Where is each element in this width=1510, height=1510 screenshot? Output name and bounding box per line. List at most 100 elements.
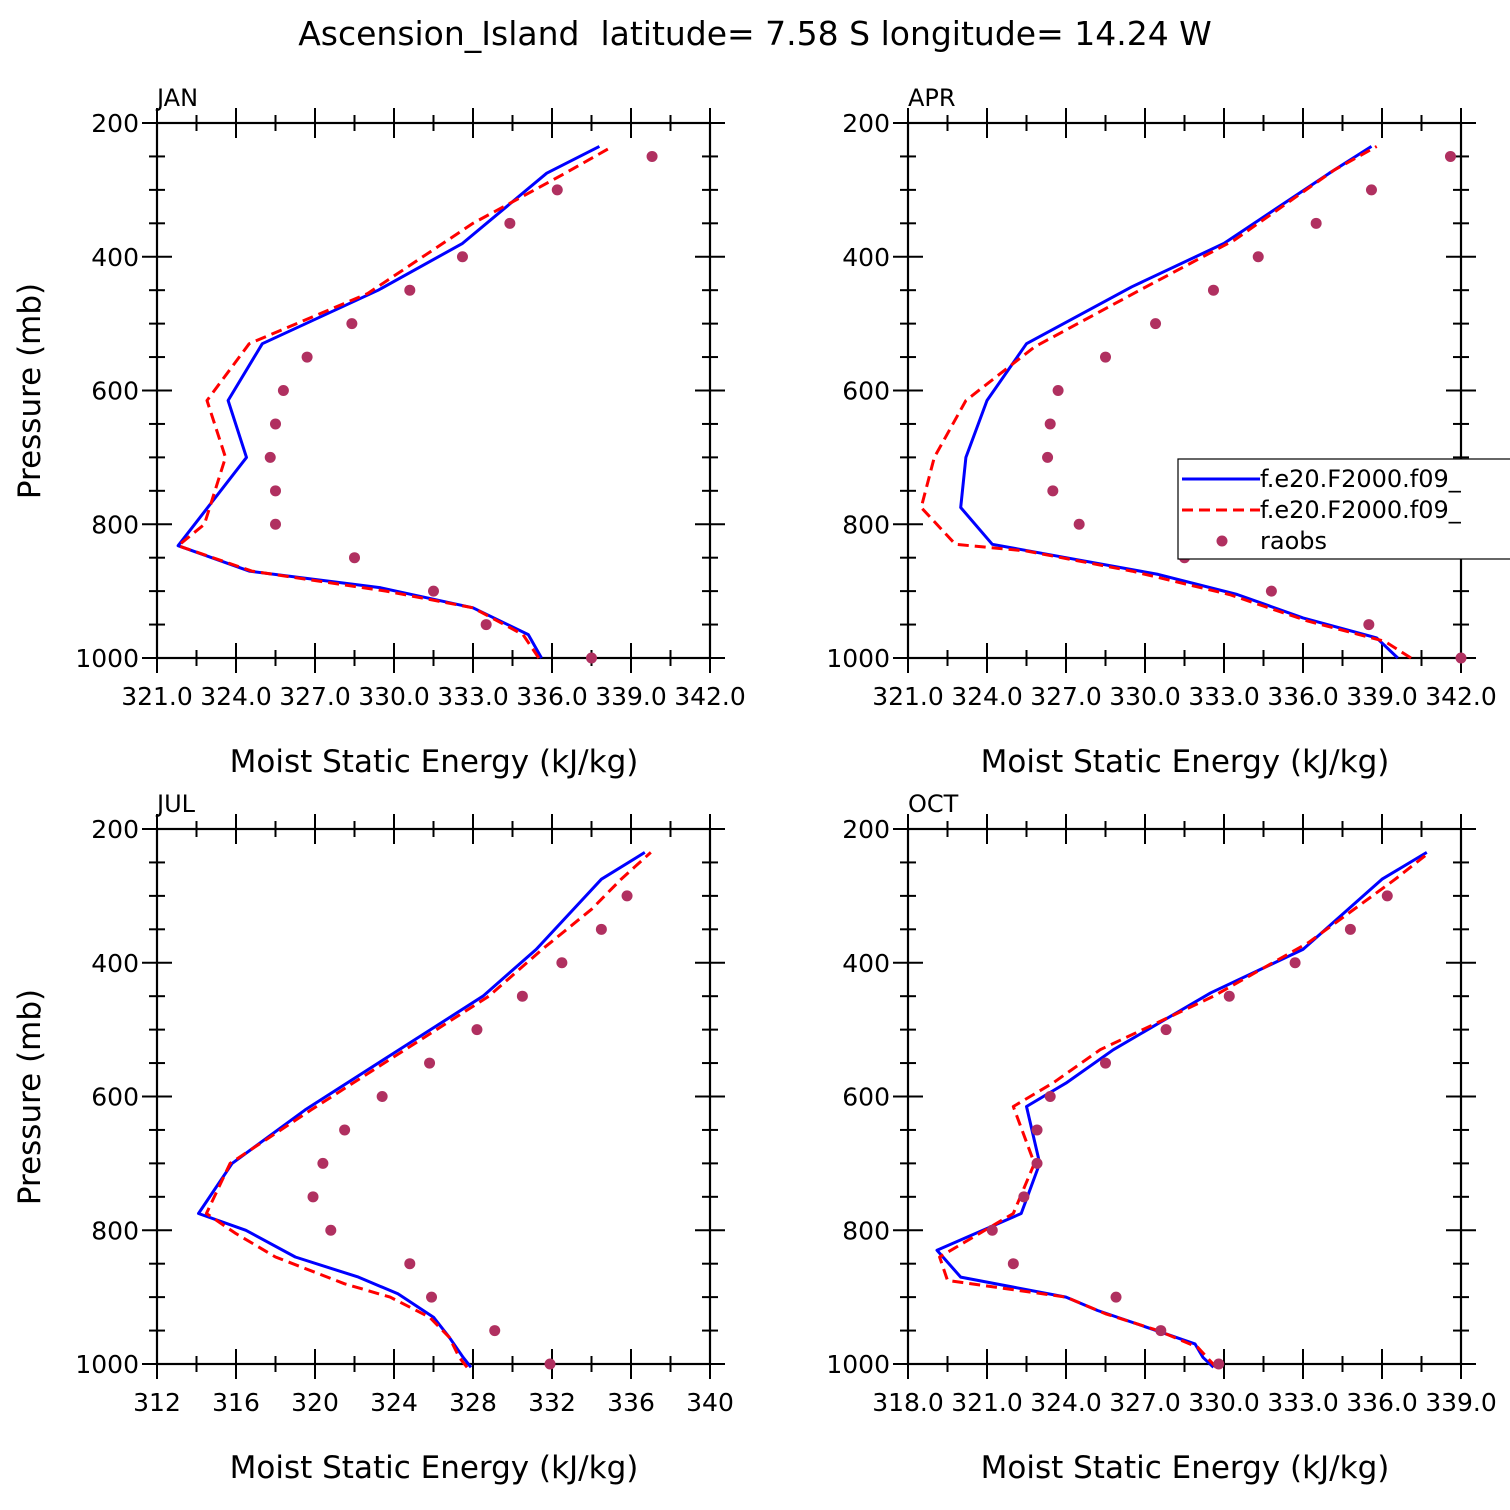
raobs-point [277,385,289,396]
raobs-point [1344,923,1356,935]
x-tick-label: 336.0 [1267,682,1339,711]
x-tick-label: 321.0 [872,682,944,711]
x-axis-label: Moist Static Energy (kJ/kg) [981,1450,1390,1486]
series-line-dashed [204,851,652,1369]
x-tick-label: 332 [528,1388,576,1417]
raobs-point [404,284,416,296]
panel-oct: OCT Moist Static Energy (kJ/kg) 200 400 60… [826,790,1496,1486]
y-tick-label: 1000 [826,1350,890,1379]
y-axis-label: Pressure (mb) [12,989,48,1205]
plot-area: 200 400 600 800 1000 318.0 321.0 324.0 327.0 330.… [826,814,1497,1417]
x-tick-label: 318.0 [872,1388,944,1417]
x-tick-label: 327.0 [1030,682,1102,711]
raobs-point [325,1224,337,1236]
y-axis-label: Pressure (mb) [12,283,48,499]
x-tick-label: 330.0 [1188,1388,1260,1417]
raobs-point [1044,1091,1056,1102]
raobs-point [1073,518,1085,530]
raobs-point [1044,418,1056,430]
x-tick-label: 342.0 [1425,682,1497,711]
y-tick-label: 1000 [75,644,139,673]
raobs-point [426,1291,438,1303]
raobs-point [456,251,468,263]
raobs-point [424,1057,436,1069]
raobs-point [544,1358,556,1370]
y-tick-label: 600 [91,377,139,406]
raobs-point [516,990,528,1002]
y-tick-label: 1000 [75,1350,139,1379]
raobs-point [621,890,633,902]
panel-jul: JUL Moist Static Energy (kJ/kg) Pressure… [12,790,734,1486]
x-tick-label: 336 [607,1388,655,1417]
raobs-point [1052,385,1064,396]
y-tick-label: 400 [842,949,890,978]
raobs-point [504,217,516,229]
legend: f.e20.F2000.f09_ f.e20.F2000.f09_ raobs [1177,458,1510,560]
raobs-point [1110,1291,1122,1303]
legend-label-dashed: f.e20.F2000.f09_ [1260,496,1462,524]
series-line-dashed [919,145,1412,660]
raobs-point [264,451,276,463]
raobs-point [1007,1258,1019,1270]
x-tick-label: 342.0 [674,682,746,711]
plot-area: 200 400 600 800 1000 321.0 324.0 327.0 330.0 333.… [75,108,746,711]
x-tick-label: 333.0 [1188,682,1260,711]
panel-label: APR [908,84,956,112]
raobs-point [1455,652,1467,664]
x-tick-label: 321.0 [121,682,193,711]
x-tick-label: 324.0 [951,682,1023,711]
series-line-solid [176,145,601,659]
raobs-point [1365,184,1377,196]
y-tick-label: 400 [91,949,139,978]
raobs-point [317,1157,329,1169]
y-tick-label: 800 [91,1216,139,1245]
raobs-point [1031,1157,1043,1169]
x-tick-label: 324.0 [1030,1388,1102,1417]
y-tick-label: 200 [91,109,139,138]
panel-label: JUL [155,790,196,818]
x-tick-label: 339.0 [595,682,667,711]
y-tick-label: 400 [842,243,890,272]
raobs-point [1207,284,1219,296]
legend-label-dot: raobs [1260,527,1327,555]
raobs-point [556,957,568,969]
raobs-point [270,485,281,497]
x-tick-label: 339.0 [1425,1388,1497,1417]
x-tick-label: 324 [370,1388,418,1417]
raobs-point [1363,619,1375,631]
y-tick-label: 600 [91,1083,139,1112]
raobs-point [346,318,358,330]
x-tick-label: 339.0 [1346,682,1418,711]
x-tick-label: 333.0 [1267,1388,1339,1417]
y-tick-label: 600 [842,377,890,406]
raobs-point [1252,251,1264,263]
raobs-point [489,1325,501,1337]
y-tick-label: 200 [91,815,139,844]
series-line-dashed [938,851,1431,1369]
raobs-point [551,184,563,196]
raobs-point [1289,957,1301,969]
raobs-point [307,1191,319,1203]
x-tick-label: 327.0 [279,682,351,711]
x-tick-label: 333.0 [437,682,509,711]
raobs-point [1444,150,1456,162]
raobs-point [404,1258,416,1270]
x-tick-label: 340 [686,1388,734,1417]
raobs-point [1042,451,1054,463]
panel-jan: JAN Moist Static Energy (kJ/kg) Pressure… [12,84,746,780]
series-line-solid [959,145,1399,660]
raobs-point [349,552,360,564]
y-tick-label: 800 [91,510,139,539]
raobs-point [471,1024,483,1036]
raobs-point [339,1124,351,1136]
x-tick-label: 330.0 [358,682,430,711]
panel-label: JAN [155,84,198,112]
y-tick-label: 400 [91,243,139,272]
raobs-point [1100,351,1111,363]
raobs-point [595,923,607,935]
raobs-point [1160,1024,1172,1036]
x-axis-label: Moist Static Energy (kJ/kg) [230,1450,639,1486]
y-tick-label: 800 [842,510,890,539]
x-axis-label: Moist Static Energy (kJ/kg) [981,744,1390,780]
